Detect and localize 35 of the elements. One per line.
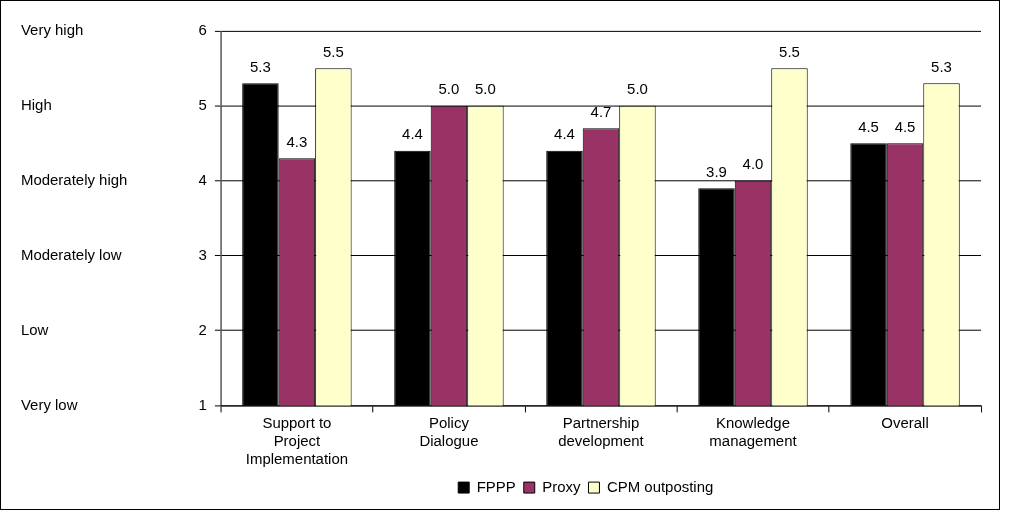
x-tick-label: Policy Dialogue [419,414,479,450]
text: High [20,95,52,113]
data-label: 5.0 [438,80,460,98]
data-label: 5.5 [779,43,800,61]
y-tick-label: 1 [198,395,207,413]
x-tick-label: Partnership development [558,414,645,450]
data-label: 5.5 [323,43,344,61]
x-tick-label: Overall [881,414,929,432]
y-tick-label: 6 [198,21,207,38]
legend-label: FPPP [476,477,516,495]
text: Very high [20,21,84,38]
text: Moderately low [20,245,122,263]
legend-label: CPM outposting [606,477,714,495]
data-label: 4.5 [894,117,916,135]
x-tick-label: Support to Project Implementation [245,414,349,468]
data-label: 3.9 [706,162,727,180]
data-label: 5.3 [250,58,271,75]
data-label: 5.0 [475,80,496,98]
data-label: 4.4 [402,125,423,143]
y-tick-label: 2 [198,320,207,338]
data-label: 4.4 [554,125,575,143]
data-label: 4.7 [590,102,612,120]
data-label: 4.3 [286,132,308,150]
data-label: 4.5 [858,117,879,135]
text: Very low [20,395,78,413]
text: Moderately high [20,170,128,188]
x-tick-label: Knowledge management [709,414,798,450]
legend-label: Proxy [542,477,581,495]
text: Low [20,320,49,338]
y-tick-label: 5 [198,95,207,113]
data-label: 5.3 [931,58,952,75]
y-tick-label: 3 [198,245,207,263]
data-label: 4.0 [742,155,764,173]
y-tick-label: 4 [198,170,207,188]
data-label: 5.0 [627,80,648,98]
